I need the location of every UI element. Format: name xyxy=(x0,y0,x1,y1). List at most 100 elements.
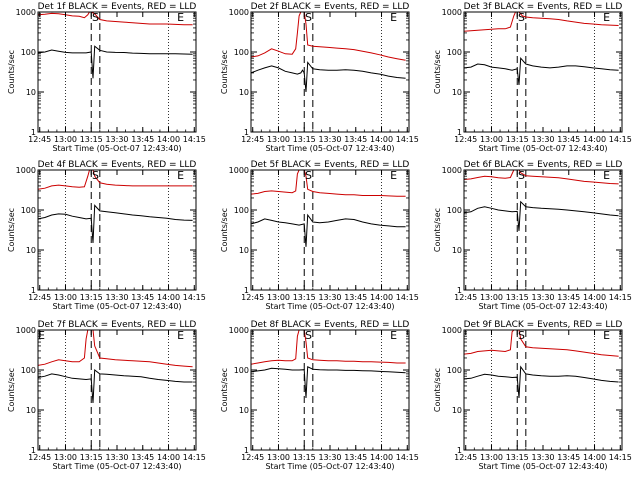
x-tick-label: 13:30 xyxy=(531,293,554,302)
plot-frame xyxy=(37,169,197,291)
x-tick-label: 12:45 xyxy=(28,135,51,144)
black-events-series xyxy=(37,204,193,244)
x-tick-label: 14:00 xyxy=(370,135,393,144)
x-tick-label: 13:45 xyxy=(131,293,154,302)
x-tick-label: 14:00 xyxy=(583,135,606,144)
x-tick-label: 14:15 xyxy=(396,135,419,144)
panel-det-3: Det 3f BLACK = Events, RED = LLD 1 10 100 10… xyxy=(433,2,632,153)
y-tick-label: 1000 xyxy=(229,8,249,17)
y-axis-label: Counts/sec xyxy=(7,368,16,412)
x-tick-label: 14:00 xyxy=(370,293,393,302)
x-tick-label: 13:30 xyxy=(318,453,341,462)
event-marker-label: S xyxy=(518,329,525,342)
x-tick-label: 13:00 xyxy=(54,135,77,144)
x-tick-label: 13:15 xyxy=(506,453,529,462)
panel-det-2: Det 2f BLACK = Events, RED = LLD 1 10 100 10… xyxy=(220,2,419,153)
x-tick-label: 14:15 xyxy=(609,293,632,302)
x-tick-label: 13:15 xyxy=(80,135,103,144)
x-tick-label: 12:45 xyxy=(28,453,51,462)
x-tick-label: 14:15 xyxy=(183,453,206,462)
x-tick-label: 13:45 xyxy=(344,293,367,302)
y-axis-label: Counts/sec xyxy=(433,368,442,412)
panel-det-6: Det 6f BLACK = Events, RED = LLD 1 10 100 10… xyxy=(433,160,632,311)
x-tick-label: 13:15 xyxy=(80,293,103,302)
panel-title: Det 3f BLACK = Events, RED = LLD xyxy=(464,2,623,12)
x-tick-label: 13:45 xyxy=(131,135,154,144)
y-axis-label: Counts/sec xyxy=(433,50,442,94)
x-tick-label: 14:15 xyxy=(396,453,419,462)
x-tick-label: 14:00 xyxy=(157,453,180,462)
x-tick-label: 13:45 xyxy=(131,453,154,462)
y-axis-label: Counts/sec xyxy=(7,208,16,252)
y-tick-label: 1 xyxy=(244,286,249,295)
y-tick-label: 10 xyxy=(452,246,462,255)
x-tick-label: 14:15 xyxy=(396,293,419,302)
y-tick-label: 10 xyxy=(452,88,462,97)
y-tick-label: 100 xyxy=(234,48,249,57)
event-marker-label: S xyxy=(92,11,99,24)
x-tick-label: 13:00 xyxy=(54,293,77,302)
panel-title: Det 9f BLACK = Events, RED = LLD xyxy=(464,320,623,330)
red-lld-series xyxy=(463,169,619,185)
event-marker-label: E xyxy=(390,11,397,24)
x-axis-label: Start Time (05-Oct-07 12:43:40) xyxy=(52,144,181,153)
black-events-series xyxy=(463,365,619,399)
x-tick-label: 14:00 xyxy=(583,293,606,302)
x-axis-label: Start Time (05-Oct-07 12:43:40) xyxy=(265,462,394,471)
panel-title: Det 1f BLACK = Events, RED = LLD xyxy=(38,2,197,12)
x-tick-label: 14:15 xyxy=(183,135,206,144)
y-tick-label: 100 xyxy=(234,206,249,215)
x-tick-label: 12:45 xyxy=(241,135,264,144)
y-tick-label: 100 xyxy=(447,366,462,375)
black-events-series xyxy=(250,366,406,399)
x-tick-label: 13:45 xyxy=(344,453,367,462)
event-marker-label: E xyxy=(38,329,45,342)
event-marker-label: S xyxy=(518,11,525,24)
red-lld-series xyxy=(463,11,619,32)
x-tick-label: 12:45 xyxy=(454,293,477,302)
event-marker-label: S xyxy=(305,329,312,342)
y-tick-label: 1 xyxy=(457,286,462,295)
x-tick-label: 12:45 xyxy=(241,293,264,302)
panel-det-9: Det 9f BLACK = Events, RED = LLD 1 10 100 10… xyxy=(433,320,632,471)
x-tick-label: 14:00 xyxy=(370,453,393,462)
red-lld-series xyxy=(250,329,406,365)
x-axis-label: Start Time (05-Oct-07 12:43:40) xyxy=(265,302,394,311)
x-tick-label: 12:45 xyxy=(241,453,264,462)
y-tick-label: 1000 xyxy=(442,166,462,175)
x-tick-label: 14:15 xyxy=(183,293,206,302)
red-lld-series xyxy=(463,329,619,357)
y-axis-label: Counts/sec xyxy=(220,208,229,252)
x-tick-label: 13:15 xyxy=(293,135,316,144)
event-marker-label: S xyxy=(92,169,99,182)
x-axis-label: Start Time (05-Oct-07 12:43:40) xyxy=(478,302,607,311)
x-tick-label: 13:45 xyxy=(557,293,580,302)
y-axis-label: Counts/sec xyxy=(433,208,442,252)
x-tick-label: 13:45 xyxy=(557,135,580,144)
x-tick-label: 13:00 xyxy=(54,453,77,462)
x-tick-label: 13:00 xyxy=(480,453,503,462)
y-tick-label: 100 xyxy=(21,366,36,375)
x-tick-label: 14:15 xyxy=(609,135,632,144)
red-lld-series xyxy=(37,11,193,26)
y-tick-label: 1 xyxy=(31,446,36,455)
x-axis-label: Start Time (05-Oct-07 12:43:40) xyxy=(52,462,181,471)
panel-det-1: Det 1f BLACK = Events, RED = LLD 1 10 100 10… xyxy=(7,2,206,153)
x-tick-label: 13:30 xyxy=(105,453,128,462)
y-tick-label: 10 xyxy=(239,246,249,255)
x-tick-label: 14:00 xyxy=(157,293,180,302)
black-events-series xyxy=(250,213,406,247)
black-events-series xyxy=(37,369,193,404)
y-tick-label: 100 xyxy=(447,206,462,215)
y-tick-label: 10 xyxy=(26,406,36,415)
y-tick-label: 100 xyxy=(447,48,462,57)
y-tick-label: 1000 xyxy=(229,166,249,175)
y-tick-label: 100 xyxy=(234,366,249,375)
event-marker-label: E xyxy=(390,329,397,342)
x-tick-label: 13:30 xyxy=(318,293,341,302)
panel-det-4: Det 4f BLACK = Events, RED = LLD 1 10 100 10… xyxy=(7,160,206,311)
event-marker-label: E xyxy=(603,11,610,24)
y-axis-label: Counts/sec xyxy=(220,368,229,412)
y-tick-label: 10 xyxy=(239,88,249,97)
y-tick-label: 1 xyxy=(457,446,462,455)
